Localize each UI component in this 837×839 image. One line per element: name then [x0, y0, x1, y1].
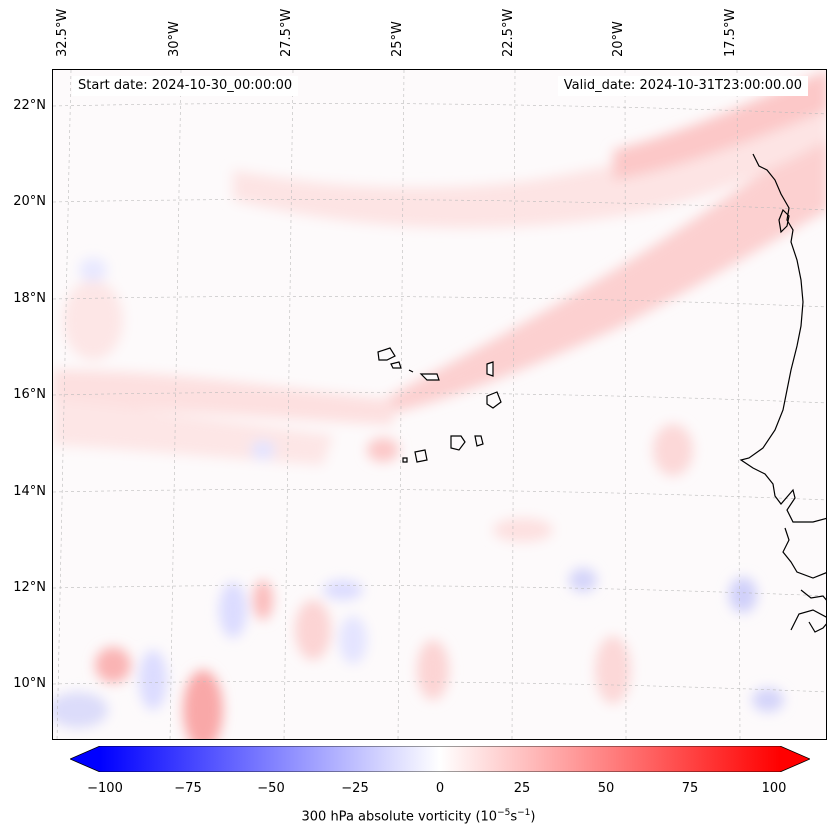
valid-date-label: Valid_date: 2024-10-31T23:00:00.00 [557, 76, 808, 96]
coastline [739, 153, 826, 633]
lat-label-10n: 10°N [13, 676, 46, 691]
lat-label-22n: 22°N [13, 98, 46, 113]
santo-antao-island [377, 347, 396, 361]
sao-vicente-island [390, 361, 402, 369]
colorbar-tick-75: 75 [681, 781, 699, 796]
sao-nicolau-island [419, 373, 440, 381]
colorbar-tick-0: 0 [435, 781, 445, 796]
cape-verde-islands [377, 347, 502, 463]
fogo-island [450, 435, 466, 451]
colorbar-tick-minus75: −75 [174, 781, 202, 796]
sal-island [486, 361, 494, 377]
colorbar-max-extend [780, 746, 810, 772]
lat-label-12n: 12°N [13, 580, 46, 595]
colorbar-title: 300 hPa absolute vorticity (10−5s−1) [301, 808, 536, 825]
lon-label-17-5w: 17.5°W [723, 8, 738, 57]
lat-label-18n: 18°N [13, 291, 46, 306]
lon-label-32-5w: 32.5°W [55, 8, 70, 57]
boa-vista-island [486, 391, 502, 409]
colorbar-tick-50: 50 [597, 781, 615, 796]
colorbar-tick-25: 25 [513, 781, 531, 796]
lat-label-16n: 16°N [13, 387, 46, 402]
lat-label-14n: 14°N [13, 484, 46, 499]
lat-label-20n: 20°N [13, 194, 46, 209]
lon-label-30w: 30°W [167, 21, 182, 57]
colorbar-tick-minus100: −100 [87, 781, 123, 796]
brava-island [414, 449, 428, 463]
start-date-label: Start date: 2024-10-30_00:00:00 [72, 76, 299, 96]
colorbar-gradient [100, 746, 780, 772]
lon-label-22-5w: 22.5°W [501, 8, 516, 57]
colorbar-tick-minus50: −50 [257, 781, 285, 796]
maio-island [474, 435, 484, 447]
lon-label-27-5w: 27.5°W [279, 8, 294, 57]
lon-label-20w: 20°W [611, 21, 626, 57]
vorticity-shading [53, 70, 826, 739]
colorbar-min-extend [70, 746, 100, 772]
vorticity-field [53, 70, 826, 739]
graticule [53, 70, 826, 739]
colorbar-tick-100: 100 [761, 781, 787, 796]
lon-label-25w: 25°W [390, 21, 405, 57]
colorbar-tick-minus25: −25 [341, 781, 369, 796]
map-panel[interactable] [52, 69, 827, 740]
colorbar [70, 746, 810, 772]
ilheu-island [402, 457, 408, 463]
